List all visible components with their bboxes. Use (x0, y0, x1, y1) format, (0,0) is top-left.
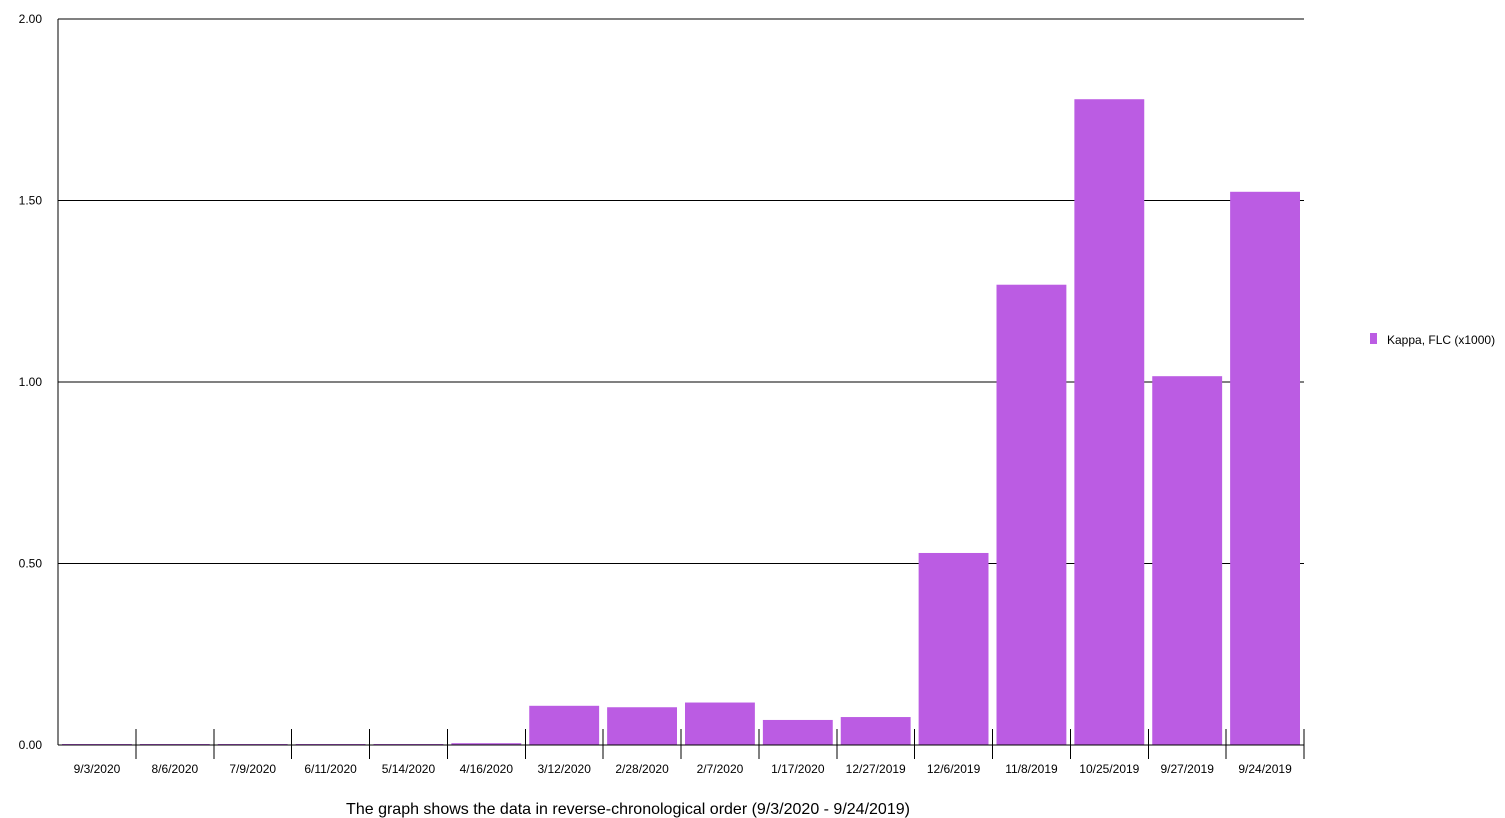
bar (762, 719, 833, 745)
bar (1230, 191, 1300, 746)
y-tick-label: 1.00 (19, 375, 43, 389)
x-tick-label: 10/25/2019 (1079, 762, 1139, 776)
y-tick-labels: 0.00 0.50 1.00 1.50 2.00 (19, 12, 43, 752)
bar (840, 717, 911, 745)
bar (1074, 99, 1145, 745)
bar (529, 705, 600, 745)
y-tick-label: 1.50 (19, 194, 43, 208)
x-tick-label: 6/11/2020 (304, 762, 357, 776)
x-tick-label: 3/12/2020 (537, 762, 591, 776)
x-tick-label: 9/3/2020 (74, 762, 121, 776)
bar (996, 284, 1067, 745)
y-tick-label: 0.50 (19, 557, 43, 571)
x-tick-label: 1/17/2020 (771, 762, 825, 776)
x-tick-label: 5/14/2020 (382, 762, 436, 776)
chart-caption: The graph shows the data in reverse-chro… (346, 801, 910, 818)
x-tick-label: 4/16/2020 (460, 762, 514, 776)
x-tick-label: 11/8/2019 (1005, 762, 1058, 776)
legend: Kappa, FLC (x1000) (1370, 333, 1495, 347)
axes (57, 19, 1305, 759)
x-tick-label: 2/7/2020 (697, 762, 744, 776)
bar (1152, 376, 1223, 745)
bar (451, 743, 522, 745)
x-tick-label: 12/6/2019 (927, 762, 981, 776)
x-tick-label: 9/24/2019 (1238, 762, 1292, 776)
bars (62, 99, 1300, 746)
bar (607, 707, 677, 745)
x-tick-label: 9/27/2019 (1160, 762, 1214, 776)
x-tick-label: 8/6/2020 (151, 762, 198, 776)
y-tick-label: 2.00 (19, 12, 43, 26)
x-tick-labels: 9/3/2020 8/6/2020 7/9/2020 6/11/2020 5/14/20… (74, 762, 1293, 776)
x-tick-label: 2/28/2020 (615, 762, 669, 776)
y-tick-label: 0.00 (19, 738, 43, 752)
legend-label: Kappa, FLC (x1000) (1387, 333, 1495, 347)
bar (685, 702, 755, 745)
legend-swatch (1370, 333, 1377, 344)
x-tick-label: 7/9/2020 (229, 762, 276, 776)
x-tick-label: 12/27/2019 (846, 762, 906, 776)
bar (918, 552, 989, 745)
